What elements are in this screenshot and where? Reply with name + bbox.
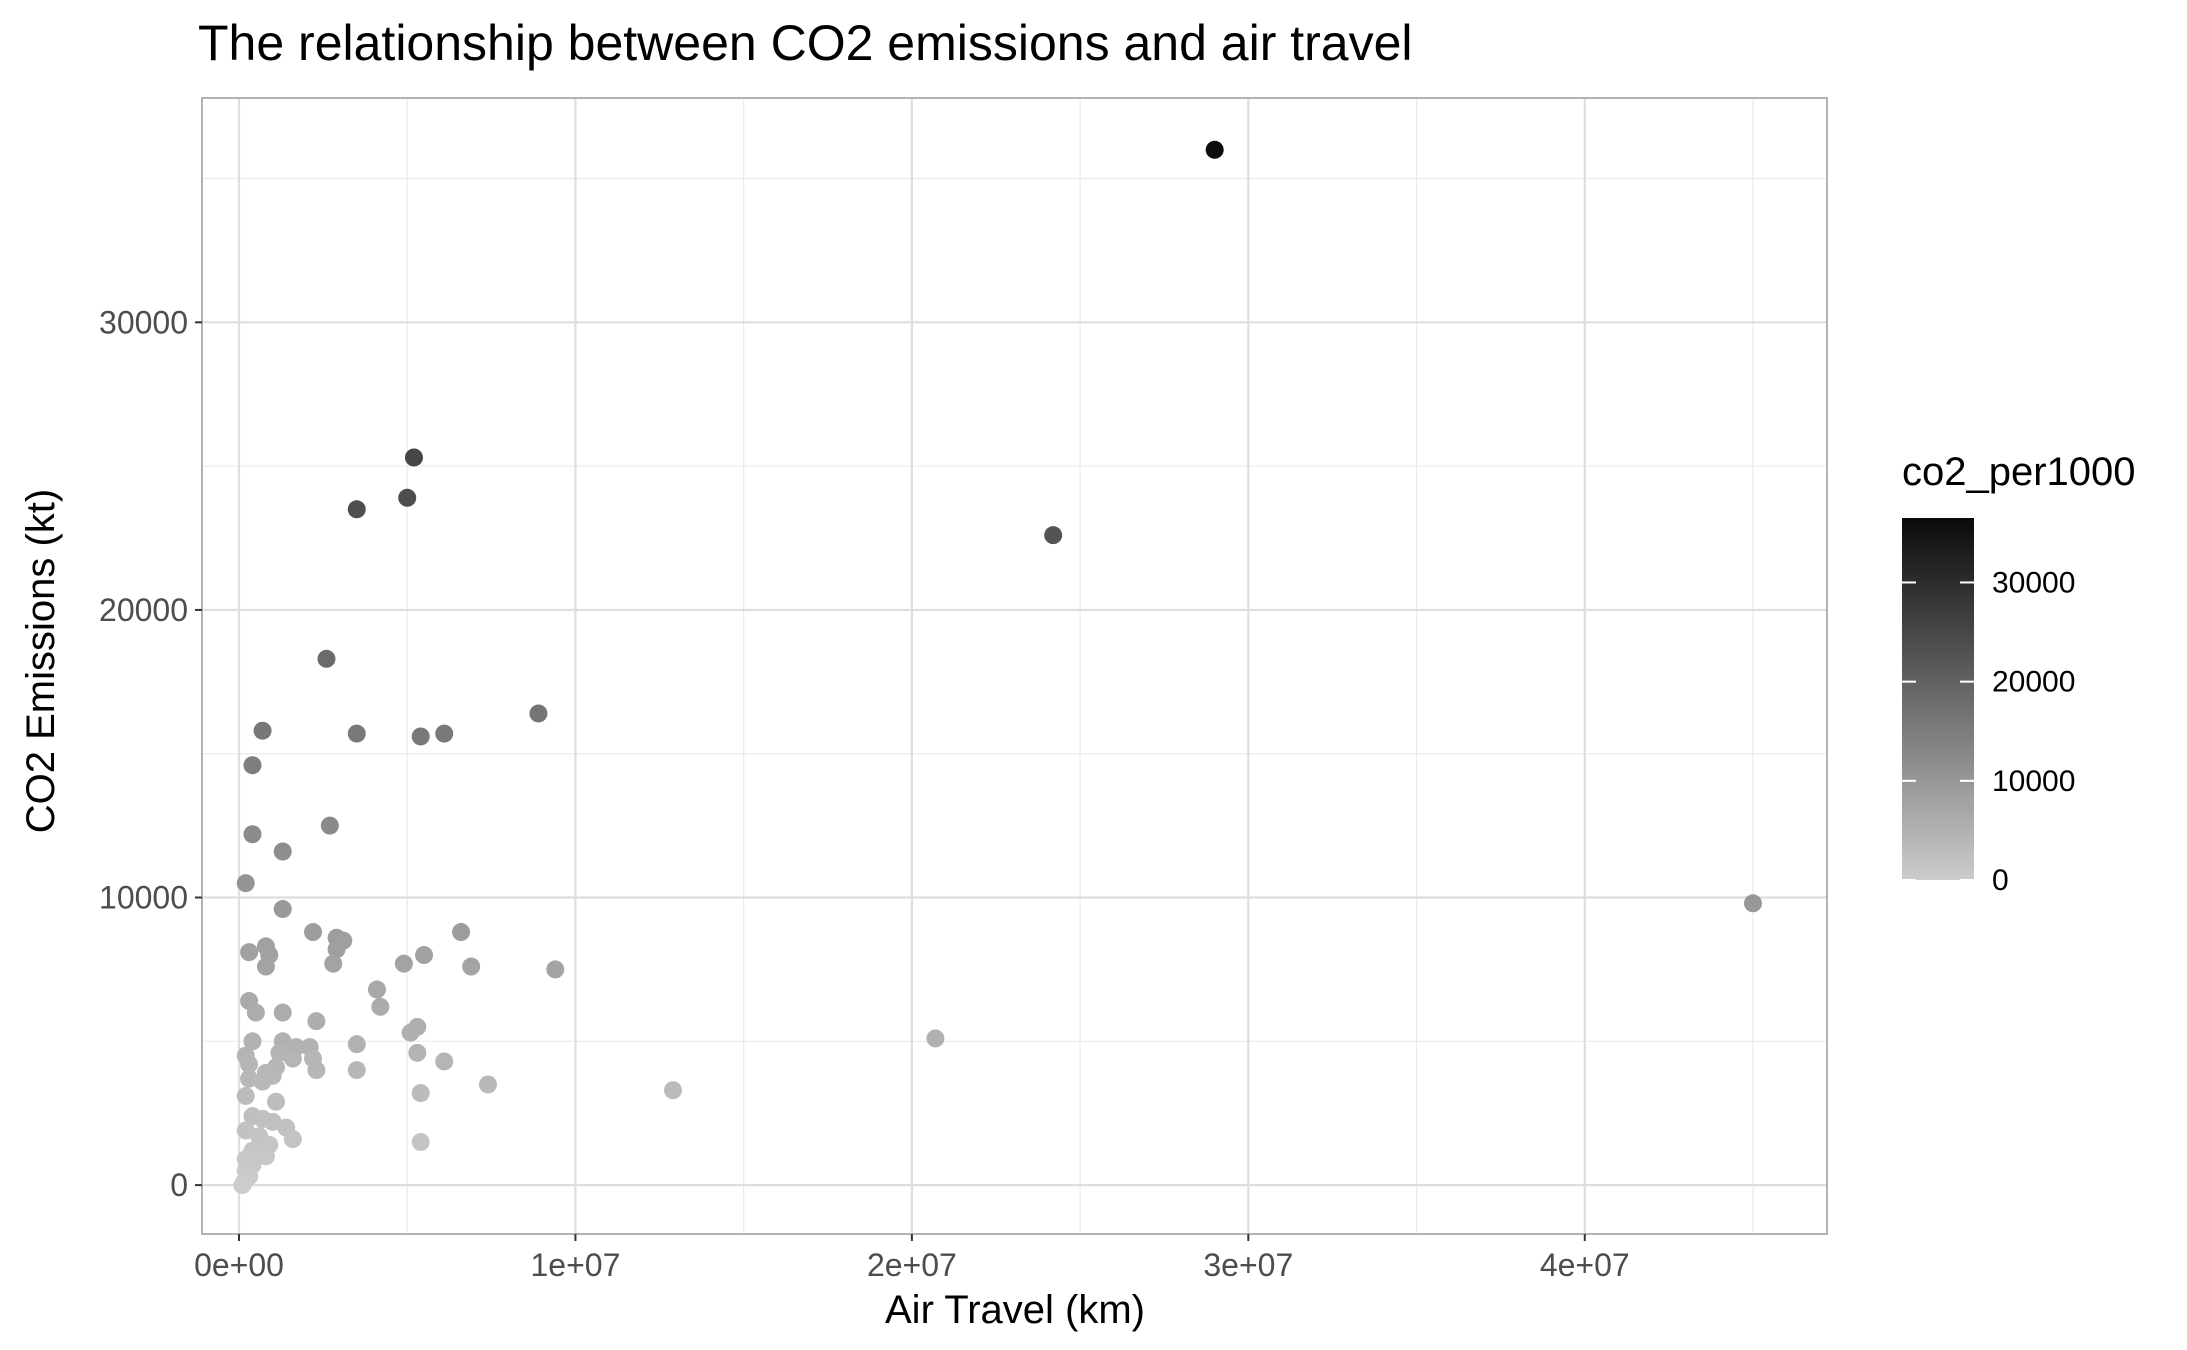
data-point (246, 1003, 265, 1022)
data-point (240, 1055, 259, 1074)
y-tick-label: 0 (170, 1167, 188, 1203)
data-point (546, 960, 565, 979)
data-point (347, 724, 366, 743)
data-point (307, 1061, 326, 1080)
data-point (253, 721, 272, 740)
y-tick-label: 30000 (99, 304, 188, 340)
data-point (256, 1147, 275, 1166)
data-point (273, 1003, 292, 1022)
data-point (367, 980, 386, 999)
x-tick-label: 1e+07 (531, 1247, 621, 1283)
data-point (1205, 140, 1224, 159)
data-point (236, 1121, 255, 1140)
data-point (236, 874, 255, 893)
data-point (243, 1032, 262, 1051)
data-point (478, 1075, 497, 1094)
panel-border (201, 97, 1828, 1235)
data-point (394, 954, 413, 973)
color-legend: co2_per1000 0 10000 20000 30000 (1902, 450, 2136, 897)
y-tick-label: 20000 (99, 592, 188, 628)
data-point (408, 1043, 427, 1062)
data-point (462, 957, 481, 976)
data-point (411, 1084, 430, 1103)
data-point (270, 1043, 289, 1062)
legend-title: co2_per1000 (1902, 450, 2136, 494)
data-point (233, 1176, 252, 1195)
data-point (404, 448, 423, 467)
data-point (240, 943, 259, 962)
data-point (243, 825, 262, 844)
data-point (529, 704, 548, 723)
legend-break-label: 0 (1992, 864, 2009, 897)
x-tick-label: 3e+07 (1203, 1247, 1293, 1283)
data-point (435, 1052, 454, 1071)
data-point (415, 946, 434, 965)
y-axis-title: CO2 Emissions (kt) (19, 489, 63, 834)
data-point (347, 500, 366, 519)
x-tick-label: 2e+07 (867, 1247, 957, 1283)
data-point (267, 1092, 286, 1111)
data-point (371, 997, 390, 1016)
data-point (317, 649, 336, 668)
data-point (243, 756, 262, 775)
legend-break-label: 10000 (1992, 765, 2075, 798)
data-point (236, 1086, 255, 1105)
legend-break-label: 30000 (1992, 566, 2075, 599)
data-point (664, 1081, 683, 1100)
panel-background (202, 98, 1827, 1234)
legend-break-label: 20000 (1992, 666, 2075, 699)
data-point (283, 1130, 302, 1149)
data-point (398, 488, 417, 507)
data-point (401, 1023, 420, 1042)
data-point (307, 1012, 326, 1031)
data-point (283, 1049, 302, 1068)
data-point (273, 842, 292, 861)
x-axis: 0e+00 1e+07 2e+07 3e+07 4e+07 (194, 1234, 1630, 1283)
data-point (273, 900, 292, 919)
data-point (256, 957, 275, 976)
data-point (327, 940, 346, 959)
x-tick-label: 0e+00 (194, 1247, 284, 1283)
x-tick-label: 4e+07 (1540, 1247, 1630, 1283)
data-point (263, 1112, 282, 1131)
data-point (324, 954, 343, 973)
plot-panel (201, 97, 1828, 1235)
data-point (347, 1035, 366, 1054)
data-point (240, 1069, 259, 1088)
x-axis-title: Air Travel (km) (885, 1288, 1145, 1332)
y-tick-label: 10000 (99, 880, 188, 916)
data-point (1044, 526, 1063, 545)
data-point (435, 724, 454, 743)
y-axis: 0 10000 20000 30000 (99, 304, 202, 1203)
data-point (411, 1132, 430, 1151)
data-point (1743, 894, 1762, 913)
data-point (347, 1061, 366, 1080)
legend-colorbar (1902, 518, 1974, 880)
data-point (411, 727, 430, 746)
data-point (452, 923, 471, 942)
chart-title: The relationship between CO2 emissions a… (198, 15, 1413, 71)
data-point (253, 1072, 272, 1091)
data-point (926, 1029, 945, 1048)
data-point (304, 923, 323, 942)
data-point (320, 816, 339, 835)
